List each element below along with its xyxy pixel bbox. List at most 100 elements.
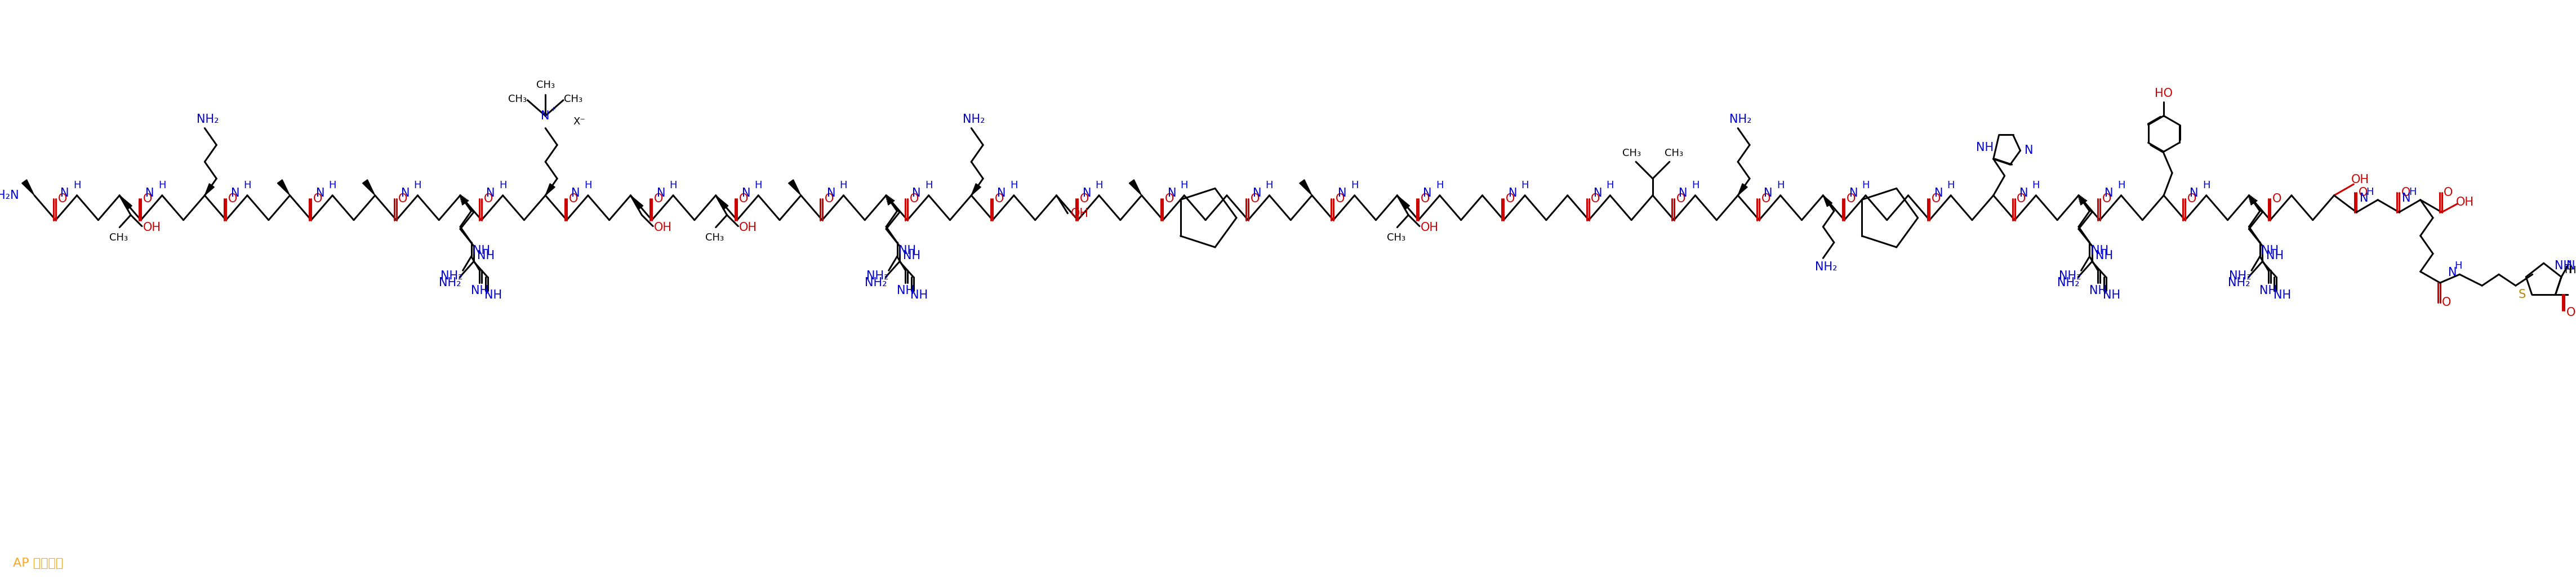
Text: NH₂: NH₂ bbox=[866, 271, 889, 282]
Text: NH: NH bbox=[484, 290, 502, 301]
Text: N: N bbox=[1935, 188, 1942, 199]
Polygon shape bbox=[2081, 199, 2084, 202]
Text: H: H bbox=[1180, 180, 1188, 191]
Text: NH: NH bbox=[2259, 285, 2277, 296]
Text: N: N bbox=[2020, 188, 2027, 199]
Text: N: N bbox=[2401, 192, 2411, 204]
Text: O: O bbox=[569, 193, 577, 205]
Text: CH₃: CH₃ bbox=[1623, 148, 1641, 159]
Text: N: N bbox=[1167, 188, 1177, 199]
Text: H: H bbox=[840, 180, 848, 191]
Text: N: N bbox=[1337, 188, 1347, 199]
Text: AP 专肽生物: AP 专肽生物 bbox=[13, 558, 64, 569]
Text: OH: OH bbox=[2352, 174, 2370, 185]
Text: NH: NH bbox=[899, 245, 917, 257]
Text: H: H bbox=[585, 180, 592, 191]
Text: O: O bbox=[2566, 307, 2576, 318]
Text: OH: OH bbox=[1072, 208, 1090, 219]
Polygon shape bbox=[631, 195, 644, 210]
Text: H: H bbox=[1265, 180, 1273, 191]
Text: O: O bbox=[229, 193, 237, 205]
Text: OH: OH bbox=[739, 222, 757, 233]
Text: O: O bbox=[739, 193, 750, 205]
Polygon shape bbox=[1824, 195, 1832, 206]
Text: CH₃: CH₃ bbox=[564, 94, 582, 104]
Text: O: O bbox=[1164, 193, 1175, 205]
Text: H: H bbox=[330, 180, 337, 191]
Polygon shape bbox=[1298, 180, 1311, 195]
Text: N: N bbox=[541, 110, 549, 121]
Text: H: H bbox=[2117, 180, 2125, 191]
Text: O: O bbox=[1932, 193, 1940, 205]
Polygon shape bbox=[889, 201, 894, 204]
Text: NH: NH bbox=[1976, 142, 1994, 153]
Text: CH₃: CH₃ bbox=[1664, 148, 1682, 159]
Text: N: N bbox=[232, 188, 240, 199]
Polygon shape bbox=[971, 184, 981, 195]
Text: H: H bbox=[1435, 180, 1443, 191]
Text: NH: NH bbox=[471, 245, 489, 257]
Text: NH: NH bbox=[909, 290, 927, 301]
Polygon shape bbox=[21, 180, 33, 195]
Text: H: H bbox=[1350, 180, 1358, 191]
Text: S: S bbox=[2519, 289, 2524, 300]
Text: X⁻: X⁻ bbox=[572, 117, 585, 127]
Polygon shape bbox=[1739, 184, 1747, 195]
Text: O: O bbox=[57, 193, 67, 205]
Text: O: O bbox=[1507, 193, 1515, 205]
Text: O: O bbox=[2017, 193, 2027, 205]
Text: H: H bbox=[72, 180, 80, 191]
Text: N: N bbox=[1595, 188, 1602, 199]
Text: H₂N: H₂N bbox=[0, 190, 18, 201]
Text: H: H bbox=[500, 180, 507, 191]
Text: OH: OH bbox=[654, 222, 672, 233]
Polygon shape bbox=[204, 184, 214, 195]
Text: N: N bbox=[827, 188, 835, 199]
Text: H: H bbox=[2367, 187, 2372, 197]
Text: H: H bbox=[1522, 180, 1528, 191]
Text: H: H bbox=[2202, 180, 2210, 191]
Text: N: N bbox=[657, 188, 665, 199]
Text: OH: OH bbox=[2458, 196, 2473, 208]
Text: O: O bbox=[1677, 193, 1685, 205]
Text: O: O bbox=[654, 193, 662, 205]
Text: N: N bbox=[2190, 188, 2197, 199]
Text: ⁺: ⁺ bbox=[551, 106, 556, 117]
Text: N: N bbox=[2447, 267, 2458, 278]
Text: H: H bbox=[2032, 180, 2040, 191]
Text: NH₂: NH₂ bbox=[2228, 277, 2249, 289]
Text: NH: NH bbox=[904, 250, 920, 262]
Text: N: N bbox=[1082, 188, 1092, 199]
Text: N: N bbox=[742, 188, 750, 199]
Text: NH₂: NH₂ bbox=[2228, 271, 2251, 282]
Text: N: N bbox=[912, 188, 920, 199]
Text: NH: NH bbox=[477, 250, 495, 262]
Text: OH: OH bbox=[144, 222, 162, 233]
Text: N: N bbox=[2025, 145, 2032, 156]
Text: O: O bbox=[314, 193, 322, 205]
Polygon shape bbox=[716, 195, 729, 210]
Text: N: N bbox=[2105, 188, 2112, 199]
Text: N: N bbox=[147, 188, 155, 199]
Text: H: H bbox=[1607, 180, 1615, 191]
Text: H: H bbox=[157, 180, 165, 191]
Text: N: N bbox=[1252, 188, 1262, 199]
Text: O: O bbox=[2187, 193, 2197, 205]
Text: O: O bbox=[1249, 193, 1260, 205]
Polygon shape bbox=[461, 199, 466, 202]
Text: NH₂: NH₂ bbox=[1814, 262, 1837, 273]
Text: O: O bbox=[1847, 193, 1855, 205]
Text: O: O bbox=[2401, 187, 2411, 198]
Text: H: H bbox=[670, 180, 677, 191]
Text: NH₂: NH₂ bbox=[196, 114, 219, 125]
Polygon shape bbox=[1128, 180, 1141, 195]
Text: H: H bbox=[1862, 180, 1870, 191]
Text: O: O bbox=[2445, 187, 2452, 198]
Polygon shape bbox=[788, 180, 801, 195]
Polygon shape bbox=[118, 195, 131, 210]
Text: HO: HO bbox=[2154, 88, 2172, 99]
Text: N: N bbox=[2360, 192, 2367, 204]
Text: O: O bbox=[1592, 193, 1600, 205]
Text: H: H bbox=[245, 180, 250, 191]
Text: O: O bbox=[2102, 193, 2112, 205]
